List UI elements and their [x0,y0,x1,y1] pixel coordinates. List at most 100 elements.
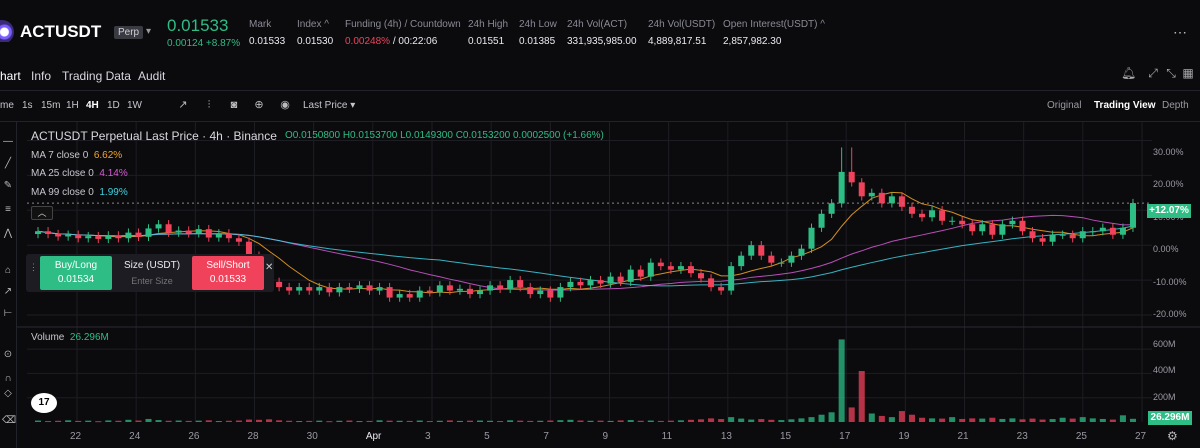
candle-body [999,224,1006,235]
volume-bar [527,420,534,422]
interval-1w[interactable]: 1W [127,100,142,111]
candle-body [135,232,142,237]
candle-body [607,276,614,284]
view-depth[interactable]: Depth [1162,100,1189,111]
volume-bar [788,419,795,422]
volume-bar [155,420,162,422]
candle-body [687,266,694,274]
interval-15m[interactable]: 15m [41,100,61,111]
target-icon[interactable]: ◉ [280,99,290,111]
symbol-dropdown-icon[interactable]: ▾ [146,26,152,37]
tab-audit[interactable]: Audit [138,69,166,83]
interval-1d[interactable]: 1D [107,100,120,111]
volume-bar [1049,419,1056,422]
expand-icon[interactable]: ⤢ [1148,66,1158,80]
volume-tick: 400M [1153,365,1176,375]
ruler-tool-icon[interactable]: ⊢ [3,308,13,319]
volume-bar [55,420,62,422]
magnet-tool-icon[interactable]: ∩ [4,373,12,384]
collapse-icon[interactable]: ⤡ [1166,66,1176,80]
ma99-legend[interactable]: MA 99 close 0 1.99% [31,187,128,198]
y-tick: 30.00% [1153,147,1184,157]
chart-tabs [0,62,1200,91]
candle-type-icon[interactable]: ↗ [178,99,188,111]
trendline-tool-icon[interactable]: ╱ [4,158,12,169]
candle-body [466,288,473,295]
trash-tool-icon[interactable]: ⌫ [2,415,17,426]
size-label: Size (USDT) [123,260,181,271]
tradingview-logo[interactable]: 17 [31,393,57,413]
candle-body [647,262,654,277]
symbol-name[interactable]: ACTUSDT [20,22,102,41]
ma7-legend[interactable]: MA 7 close 0 6.62% [31,150,122,161]
measure-tool-icon[interactable]: ⌂ [4,265,12,276]
close-icon[interactable]: ✕ [265,262,274,273]
volume-bar [1129,418,1136,422]
camera-icon[interactable]: ◙ [230,99,238,111]
volume-bar [537,420,544,422]
candle-body [939,210,946,221]
interval-4h[interactable]: 4H [86,100,99,111]
candle-body [95,236,102,239]
x-tick-label: 25 [1075,431,1087,442]
candle-body [326,287,333,293]
candle-body [416,290,423,298]
candle-body [245,241,252,256]
text-tool-icon[interactable]: ↗ [3,286,13,297]
bell-icon[interactable]: 🔔︎ [1121,66,1137,80]
candle-body [316,287,323,291]
drag-handle-icon[interactable]: ⋮⋮ [29,262,47,284]
candle-body [989,224,996,235]
tab-chart[interactable]: hart [0,69,21,83]
coin-logo [0,20,14,42]
stat-label[interactable]: Open Interest(USDT) ^ [723,19,825,30]
pattern-tool-icon[interactable]: ⋀ [3,228,13,239]
price-chart[interactable] [17,122,1200,448]
x-tick-label: 30 [306,431,318,442]
volume-bar [798,418,805,422]
candle-body [366,285,373,291]
crosshair-tool-icon[interactable]: — [3,136,13,147]
fib-tool-icon[interactable]: ≡ [5,204,11,215]
sell-short-button[interactable]: Sell/Short 0.01533 [192,256,264,290]
settings-icon[interactable]: ⚙ [1167,429,1178,443]
legend-collapse-button[interactable]: ︿ [31,206,53,220]
candle-body [477,290,484,295]
drawing-tools-rail [0,122,17,448]
volume-bar [748,419,755,422]
price-source-select[interactable]: Last Price ▾ [303,100,355,111]
lock-tool-icon[interactable]: ◇ [4,388,12,399]
size-input[interactable] [115,273,189,288]
ticker-header [0,0,1200,62]
more-icon[interactable]: ⋯ [1173,24,1188,40]
volume-label: Volume [31,332,65,343]
tab-info[interactable]: Info [31,69,52,83]
zoom-tool-icon[interactable]: ⊙ [3,349,13,360]
candle-body [888,196,895,204]
candle-body [296,287,303,291]
interval-time[interactable]: me [0,100,14,111]
volume-bar [145,418,152,422]
view-original[interactable]: Original [1047,100,1082,111]
stat-label[interactable]: Index ^ [297,19,329,30]
plus-circle-icon[interactable]: ⊕ [254,99,264,111]
ma7-label: MA 7 close 0 [31,150,89,161]
grid-icon[interactable]: ▦ [1182,66,1194,80]
tab-trading-data[interactable]: Trading Data [62,69,131,83]
volume-bar [667,420,674,422]
candle-body [919,213,926,218]
volume-bar [316,420,323,422]
candle-body [537,290,544,295]
brush-tool-icon[interactable]: ✎ [3,180,13,191]
ma25-legend[interactable]: MA 25 close 0 4.14% [31,168,128,179]
ma25-label: MA 25 close 0 [31,168,94,179]
interval-1h[interactable]: 1H [66,100,79,111]
buy-long-button[interactable]: Buy/Long 0.01534 [40,256,112,290]
interval-1s[interactable]: 1s [22,100,33,111]
x-tick-label: 19 [898,431,910,442]
stat-value: 331,935,985.00 [567,36,637,47]
indicator-icon[interactable]: ⫶ [207,99,211,111]
view-trading-view[interactable]: Trading View [1094,100,1156,111]
candle-body [617,276,624,282]
volume-bar [959,418,966,422]
